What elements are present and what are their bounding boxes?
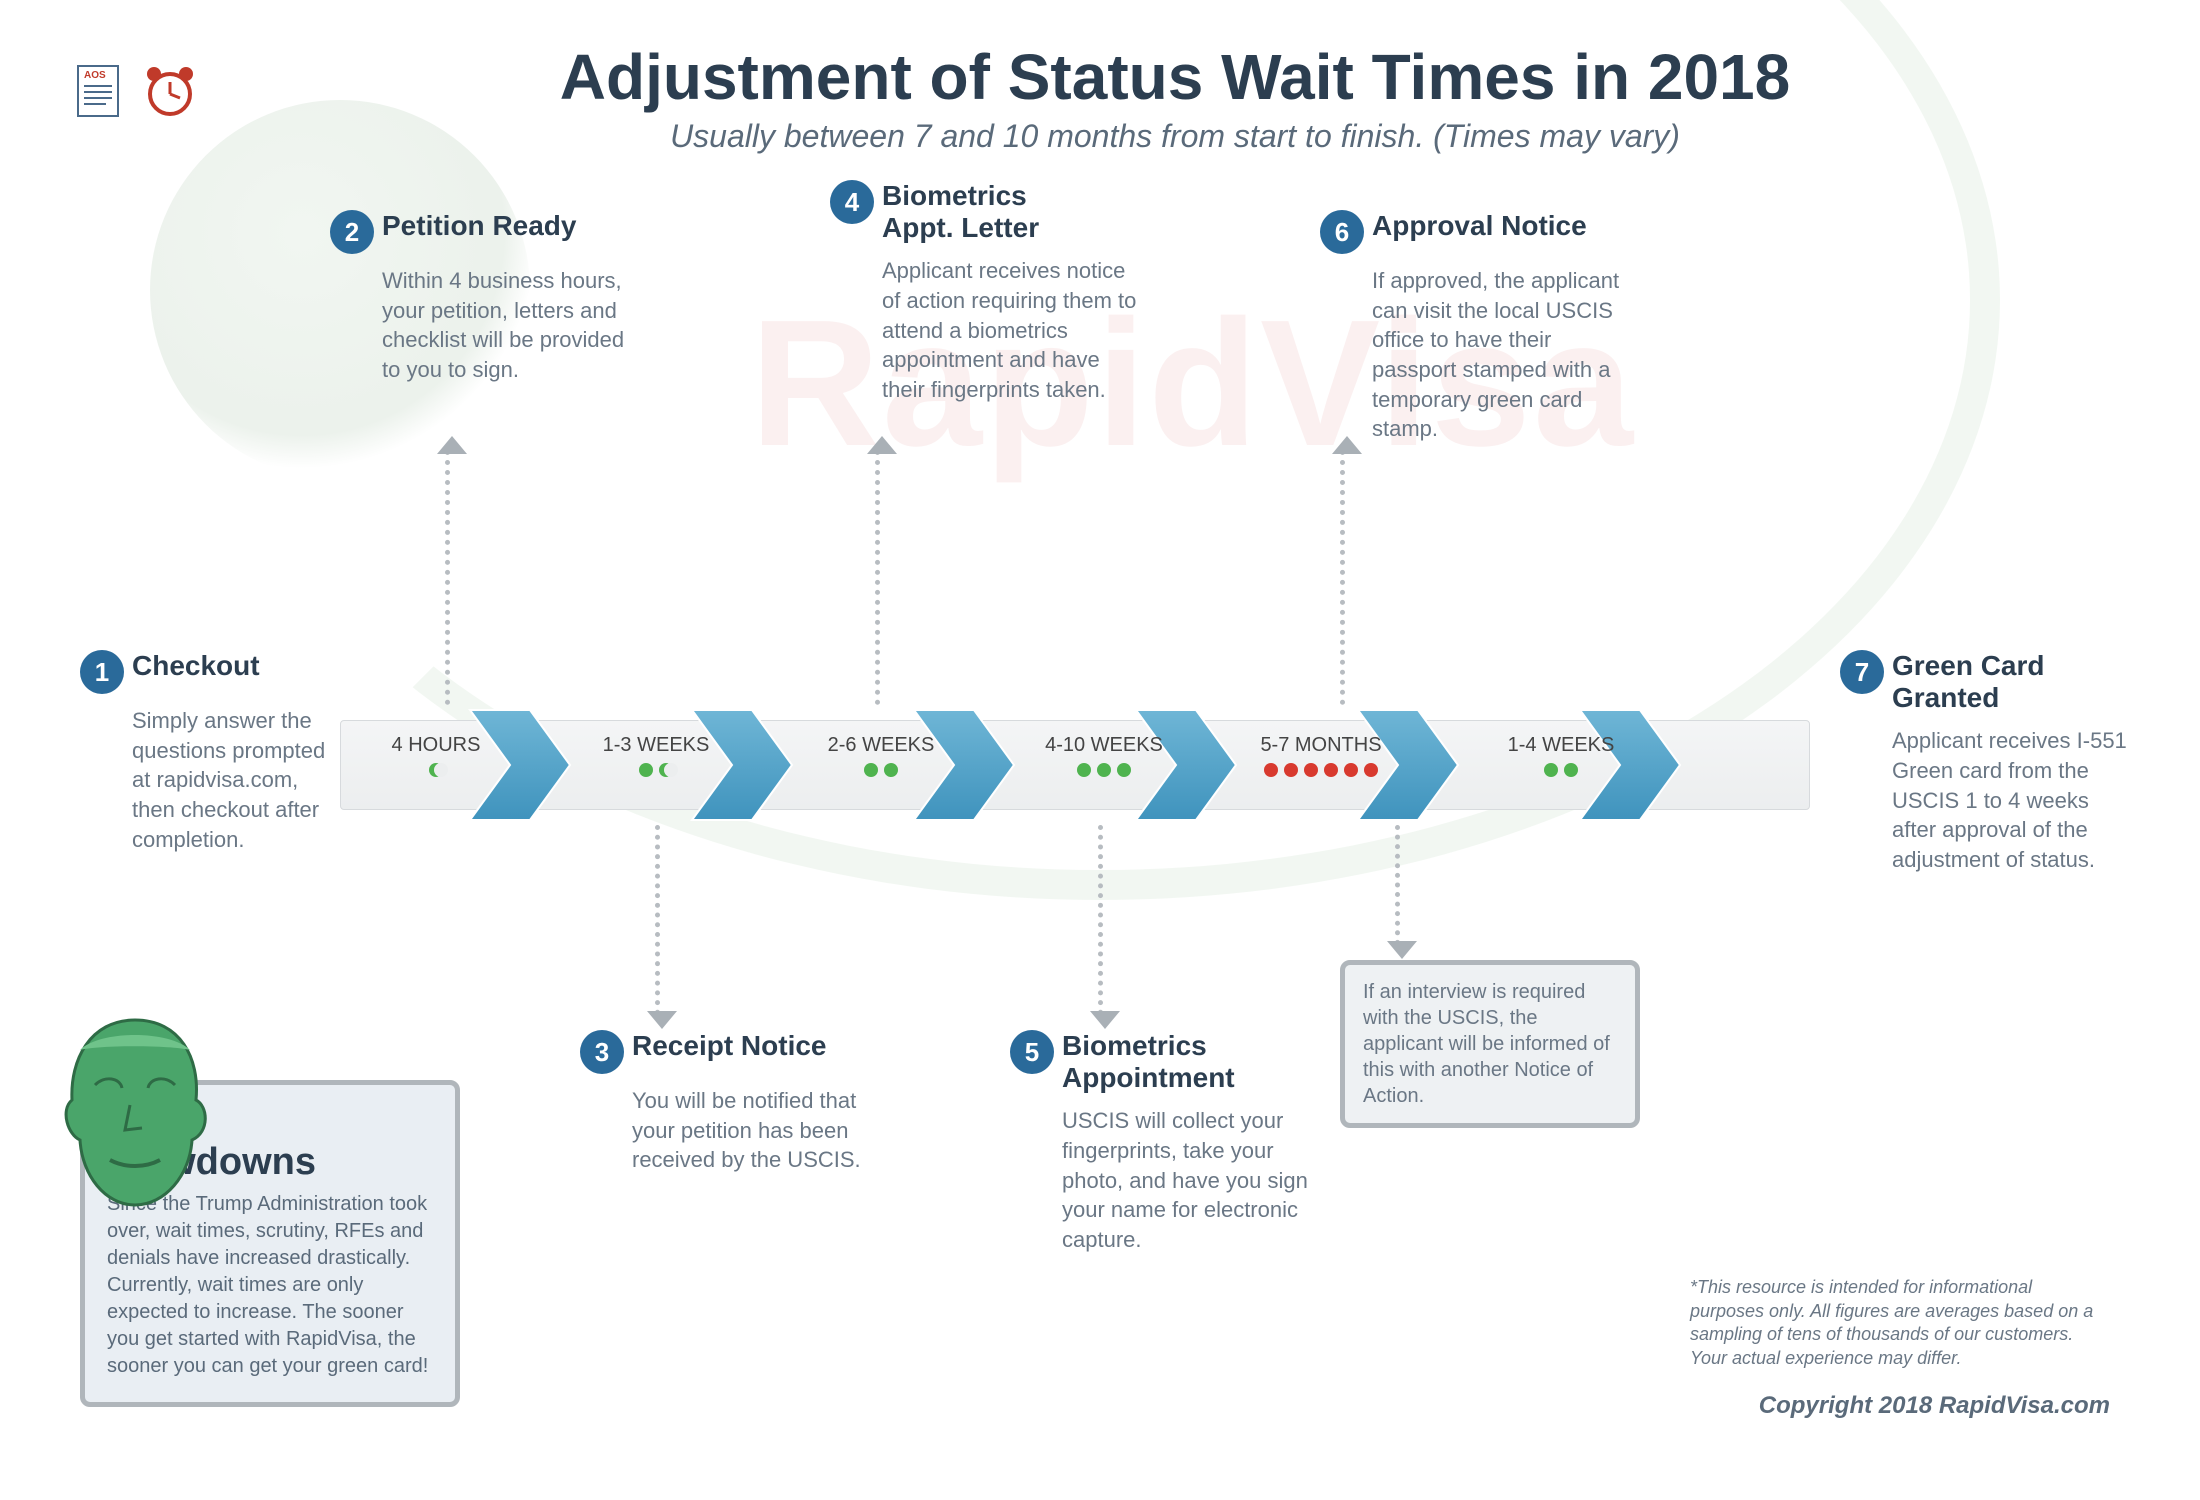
dot-icon <box>1264 763 1278 777</box>
dot-icon <box>1304 763 1318 777</box>
header-icons: AOS <box>70 60 200 120</box>
stage-badge: 6 <box>1320 210 1364 254</box>
slowdown-body: Since the Trump Administration took over… <box>107 1191 433 1380</box>
document-icon: AOS <box>70 60 130 120</box>
stage-body: Applicant receives notice of action requ… <box>830 256 1140 404</box>
timeline-segment-label: 4-10 WEEKS <box>1038 734 1170 757</box>
connector <box>875 450 880 705</box>
timeline-segment-label: 4 HOURS <box>370 734 502 757</box>
dot-icon <box>639 763 653 777</box>
svg-text:AOS: AOS <box>84 70 106 81</box>
clock-icon <box>140 60 200 120</box>
face-icon <box>50 1010 220 1210</box>
timeline-segment: 1-3 WEEKS <box>590 734 722 777</box>
connector <box>445 450 450 705</box>
connector <box>1395 825 1400 945</box>
stage-body: USCIS will collect your fingerprints, ta… <box>1010 1106 1310 1254</box>
page-title: Adjustment of Status Wait Times in 2018 <box>220 40 2130 114</box>
moon-icon <box>429 763 443 777</box>
stage: 3Receipt Notice You will be notified that… <box>580 1030 870 1175</box>
stage: 4Biometrics Appt. Letter Applicant receiv… <box>830 180 1140 405</box>
interview-note-text: If an interview is required with the USC… <box>1363 981 1610 1107</box>
timeline-dots <box>1495 763 1627 777</box>
stage-heading: Approval Notice <box>1372 210 1587 242</box>
disclaimer: *This resource is intended for informati… <box>1690 1276 2110 1370</box>
timeline-segment: 2-6 WEEKS <box>815 734 947 777</box>
stage-badge: 2 <box>330 210 374 254</box>
moon-icon <box>659 763 673 777</box>
stage: 7Green Card Granted Applicant receives I-… <box>1840 650 2130 875</box>
timeline-dots <box>1255 763 1387 777</box>
header: AOS Adjustment of Status Wait Times in 2… <box>70 40 2130 155</box>
timeline-segment: 4 HOURS <box>370 734 502 777</box>
timeline-dots <box>590 763 722 777</box>
stage-badge: 4 <box>830 180 874 224</box>
stage-body: Simply answer the questions prompted at … <box>80 706 340 854</box>
stage-body: Applicant receives I-551 Green card from… <box>1840 726 2130 874</box>
timeline-segment-label: 2-6 WEEKS <box>815 734 947 757</box>
stage: 5Biometrics Appointment USCIS will collec… <box>1010 1030 1310 1255</box>
timeline-segment: 5-7 MONTHS <box>1255 734 1387 777</box>
timeline-dots <box>370 763 502 777</box>
stage-body: If approved, the applicant can visit the… <box>1320 266 1640 444</box>
timeline-dots <box>815 763 947 777</box>
dot-icon <box>1117 763 1131 777</box>
timeline-segment-label: 1-3 WEEKS <box>590 734 722 757</box>
connector <box>1340 450 1345 705</box>
dot-icon <box>864 763 878 777</box>
stage-body: You will be notified that your petition … <box>580 1086 870 1175</box>
stage-heading: Receipt Notice <box>632 1030 827 1062</box>
dot-icon <box>1564 763 1578 777</box>
dot-icon <box>1344 763 1358 777</box>
stage-heading: Green Card Granted <box>1892 650 2112 714</box>
dot-icon <box>1097 763 1111 777</box>
stage-badge: 3 <box>580 1030 624 1074</box>
arrow-down-icon <box>1387 941 1417 959</box>
stage-heading: Checkout <box>132 650 260 682</box>
stage-badge: 1 <box>80 650 124 694</box>
copyright: Copyright 2018 RapidVisa.com <box>1759 1392 2110 1420</box>
dot-icon <box>1284 763 1298 777</box>
connector <box>655 825 660 1015</box>
dot-icon <box>1077 763 1091 777</box>
stage-badge: 7 <box>1840 650 1884 694</box>
stage-badge: 5 <box>1010 1030 1054 1074</box>
interview-note: If an interview is required with the USC… <box>1340 960 1640 1128</box>
timeline-segment-label: 5-7 MONTHS <box>1255 734 1387 757</box>
timeline-segment: 1-4 WEEKS <box>1495 734 1627 777</box>
stage-heading: Biometrics Appointment <box>1062 1030 1282 1094</box>
dot-icon <box>1324 763 1338 777</box>
stage-body: Within 4 business hours, your petition, … <box>330 266 640 385</box>
arrow-down-icon <box>1090 1011 1120 1029</box>
dot-icon <box>1544 763 1558 777</box>
page-subtitle: Usually between 7 and 10 months from sta… <box>220 118 2130 155</box>
stage-heading: Petition Ready <box>382 210 576 242</box>
timeline-segment-label: 1-4 WEEKS <box>1495 734 1627 757</box>
timeline-dots <box>1038 763 1170 777</box>
dot-icon <box>1364 763 1378 777</box>
dot-icon <box>884 763 898 777</box>
arrow-up-icon <box>437 436 467 454</box>
stage-heading: Biometrics Appt. Letter <box>882 180 1102 244</box>
stage: 6Approval Notice If approved, the applica… <box>1320 210 1640 444</box>
timeline-segment: 4-10 WEEKS <box>1038 734 1170 777</box>
arrow-down-icon <box>647 1011 677 1029</box>
connector <box>1098 825 1103 1015</box>
stage: 1Checkout Simply answer the questions pro… <box>80 650 340 854</box>
arrow-up-icon <box>867 436 897 454</box>
stage: 2Petition Ready Within 4 business hours, … <box>330 210 640 385</box>
slowdown-callout: 2018 Slowdowns Since the Trump Administr… <box>80 1020 460 1407</box>
